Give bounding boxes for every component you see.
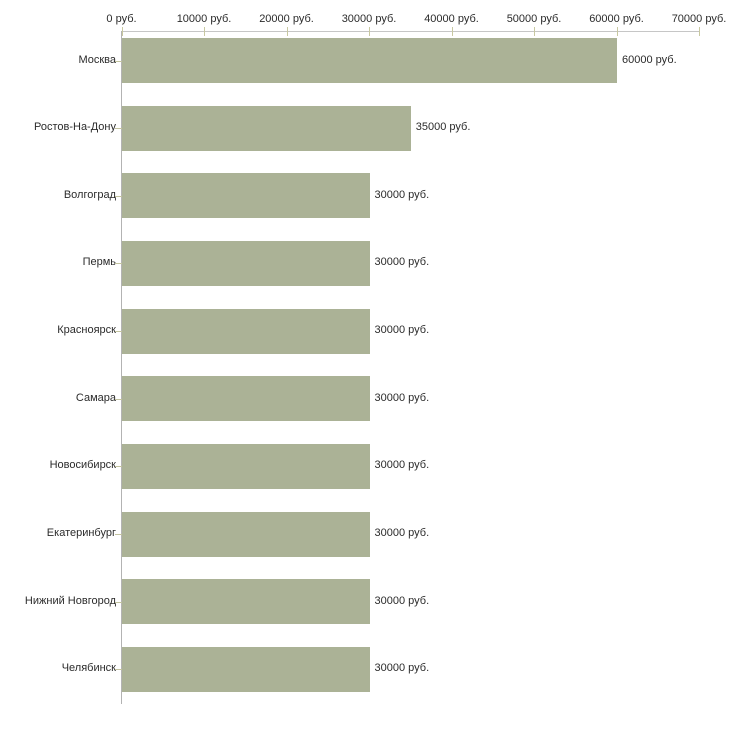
category-label: Новосибирск	[49, 459, 116, 472]
value-label: 30000 руб.	[374, 188, 430, 201]
x-tick-label: 40000 руб.	[424, 13, 479, 25]
bar	[122, 646, 370, 692]
y-axis-line	[121, 31, 122, 704]
bar	[122, 308, 370, 354]
x-tick-label: 60000 руб.	[589, 13, 644, 25]
category-tick	[115, 601, 122, 603]
category-label: Самара	[75, 391, 116, 404]
category-label: Челябинск	[61, 662, 116, 675]
x-tick	[616, 27, 618, 36]
category-label: Москва	[78, 53, 116, 66]
bar	[122, 240, 370, 286]
bar	[122, 579, 370, 625]
value-label: 30000 руб.	[374, 256, 430, 269]
x-tick	[286, 27, 288, 36]
x-tick-label: 20000 руб.	[259, 13, 314, 25]
value-label: 35000 руб.	[415, 121, 471, 134]
category-tick	[115, 60, 122, 62]
category-label: Пермь	[82, 256, 116, 269]
x-tick-label: 50000 руб.	[506, 13, 562, 25]
x-tick	[451, 27, 453, 36]
bar	[122, 173, 370, 219]
category-label: Красноярск	[57, 324, 116, 337]
value-label: 30000 руб.	[374, 391, 430, 404]
category-label: Волгоград	[63, 188, 116, 201]
value-label: 30000 руб.	[374, 459, 430, 472]
category-label: Екатеринбург	[46, 527, 116, 540]
x-tick	[121, 27, 123, 36]
x-tick-label: 10000 руб.	[176, 13, 232, 25]
value-label: 30000 руб.	[374, 324, 430, 337]
category-tick	[115, 195, 122, 197]
x-tick	[369, 27, 370, 36]
category-tick	[115, 331, 122, 333]
category-label: Нижний Новгород	[24, 594, 116, 607]
category-tick	[115, 263, 122, 265]
value-label: 30000 руб.	[374, 662, 430, 675]
value-label: 30000 руб.	[374, 527, 430, 540]
value-label: 60000 руб.	[622, 53, 677, 66]
value-label: 30000 руб.	[374, 594, 430, 607]
category-tick	[115, 398, 122, 400]
bar	[122, 443, 370, 489]
category-tick	[115, 534, 122, 536]
category-tick	[115, 466, 122, 468]
x-tick-label: 70000 руб.	[671, 13, 727, 25]
bar	[122, 105, 411, 151]
x-tick	[699, 27, 700, 36]
x-tick	[204, 27, 205, 36]
category-tick	[115, 669, 122, 671]
x-tick	[534, 27, 535, 36]
bar	[122, 38, 617, 83]
x-tick-label: 30000 руб.	[341, 13, 397, 25]
bar	[122, 376, 370, 422]
x-tick-label: 0 руб.	[106, 13, 137, 25]
category-tick	[115, 128, 122, 130]
bar	[122, 511, 370, 557]
category-label: Ростов-На-Дону	[33, 121, 116, 134]
x-axis-line	[121, 31, 700, 32]
